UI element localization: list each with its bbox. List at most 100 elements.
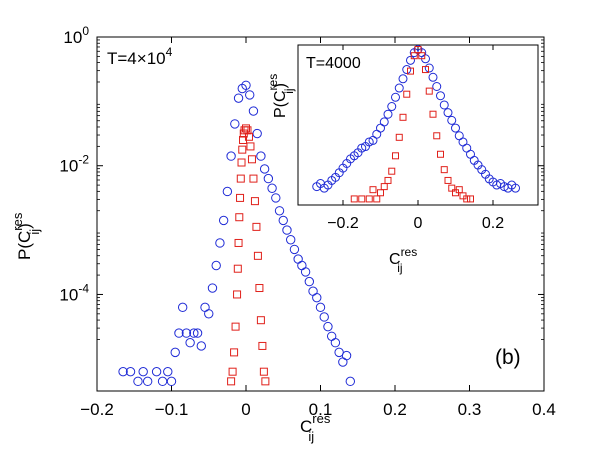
data-point-circle bbox=[341, 350, 352, 361]
inset-annotation: T=4000 bbox=[306, 55, 361, 72]
data-point-circle bbox=[192, 328, 203, 338]
data-point-circle bbox=[304, 276, 315, 287]
data-point-square bbox=[258, 341, 267, 350]
inset-series-blue bbox=[312, 45, 520, 193]
data-point-square bbox=[437, 150, 444, 158]
data-point-circle bbox=[267, 183, 277, 193]
data-point-circle bbox=[398, 74, 408, 84]
data-point-square bbox=[467, 195, 474, 203]
data-point-square bbox=[444, 176, 452, 184]
main-y-ticks: 100 10-2 10-4 bbox=[59, 24, 544, 340]
inset-x-tick-label: −0.2 bbox=[327, 215, 359, 232]
data-point-circle bbox=[256, 151, 266, 161]
data-point-circle bbox=[406, 55, 415, 65]
data-point-square bbox=[231, 322, 240, 331]
data-point-circle bbox=[428, 72, 438, 82]
data-point-square bbox=[429, 110, 437, 118]
main-x-ticks: −0.2 −0.1 0 0.1 0.2 0.3 0.4 bbox=[80, 37, 556, 419]
data-point-circle bbox=[394, 83, 404, 93]
data-point-square bbox=[369, 186, 377, 194]
data-point-square bbox=[230, 348, 239, 357]
data-point-square bbox=[237, 158, 246, 167]
data-point-square bbox=[244, 132, 253, 141]
data-point-circle bbox=[297, 260, 307, 271]
data-point-square bbox=[433, 132, 441, 140]
main-y-label: P(Cresij) bbox=[10, 212, 42, 260]
data-point-circle bbox=[196, 341, 207, 351]
data-point-square bbox=[249, 174, 258, 183]
data-point-circle bbox=[323, 321, 333, 332]
data-point-circle bbox=[211, 260, 221, 271]
main-x-tick-label: −0.1 bbox=[155, 400, 189, 419]
data-point-circle bbox=[222, 186, 233, 197]
inset-x-ticks: −0.2 0 0.2 bbox=[327, 45, 504, 232]
data-point-square bbox=[246, 142, 255, 151]
data-point-circle bbox=[443, 108, 453, 118]
data-point-circle bbox=[300, 267, 311, 277]
data-point-circle bbox=[511, 183, 520, 193]
data-point-circle bbox=[181, 328, 192, 338]
data-point-circle bbox=[125, 366, 136, 377]
data-point-square bbox=[377, 189, 384, 197]
inset-series-red bbox=[350, 46, 474, 203]
data-point-square bbox=[392, 152, 399, 160]
data-point-circle bbox=[274, 206, 285, 216]
data-point-circle bbox=[177, 302, 188, 313]
data-point-circle bbox=[319, 312, 329, 322]
data-point-square bbox=[455, 186, 463, 194]
main-x-tick-label: 0.4 bbox=[532, 400, 556, 419]
data-point-square bbox=[384, 176, 392, 184]
data-point-square bbox=[373, 195, 381, 203]
data-point-square bbox=[233, 264, 242, 273]
data-point-circle bbox=[439, 100, 449, 110]
data-point-circle bbox=[293, 254, 303, 264]
data-point-circle bbox=[185, 338, 195, 348]
data-point-circle bbox=[226, 151, 236, 161]
data-point-circle bbox=[142, 376, 153, 387]
data-point-square bbox=[395, 133, 403, 141]
data-point-square bbox=[253, 251, 262, 260]
data-point-circle bbox=[447, 115, 457, 125]
data-point-circle bbox=[252, 128, 262, 139]
data-point-circle bbox=[166, 376, 177, 387]
data-point-circle bbox=[387, 102, 397, 112]
data-point-square bbox=[236, 193, 245, 202]
data-point-circle bbox=[118, 366, 128, 377]
data-point-circle bbox=[432, 82, 442, 91]
data-point-circle bbox=[278, 215, 288, 226]
data-point-circle bbox=[391, 92, 400, 102]
main-y-tick-label: 100 bbox=[63, 24, 89, 47]
data-point-square bbox=[243, 126, 252, 135]
data-point-square bbox=[463, 195, 471, 203]
data-point-circle bbox=[230, 119, 240, 129]
data-point-square bbox=[350, 195, 358, 203]
data-point-circle bbox=[379, 117, 389, 127]
data-point-circle bbox=[248, 106, 259, 116]
data-point-square bbox=[422, 66, 429, 74]
data-point-square bbox=[236, 174, 245, 183]
data-point-circle bbox=[308, 286, 318, 296]
data-point-square bbox=[358, 195, 366, 203]
data-point-circle bbox=[163, 366, 173, 377]
data-point-circle bbox=[402, 65, 412, 75]
data-point-square bbox=[259, 367, 268, 376]
panel-label: (b) bbox=[495, 346, 521, 369]
data-point-circle bbox=[174, 328, 184, 338]
data-point-square bbox=[252, 222, 261, 231]
data-point-circle bbox=[312, 292, 322, 303]
data-point-circle bbox=[282, 225, 292, 235]
data-point-circle bbox=[383, 109, 393, 119]
data-point-square bbox=[425, 87, 433, 95]
data-point-square bbox=[247, 155, 256, 164]
main-x-label: Cres ij bbox=[300, 411, 331, 444]
data-point-circle bbox=[170, 347, 180, 358]
data-point-circle bbox=[436, 91, 445, 101]
data-point-square bbox=[238, 145, 247, 154]
data-point-circle bbox=[259, 164, 270, 174]
data-point-square bbox=[235, 213, 244, 222]
data-point-square bbox=[388, 167, 396, 175]
data-point-circle bbox=[315, 302, 326, 313]
data-point-square bbox=[399, 113, 407, 121]
main-series-blue bbox=[118, 80, 355, 387]
